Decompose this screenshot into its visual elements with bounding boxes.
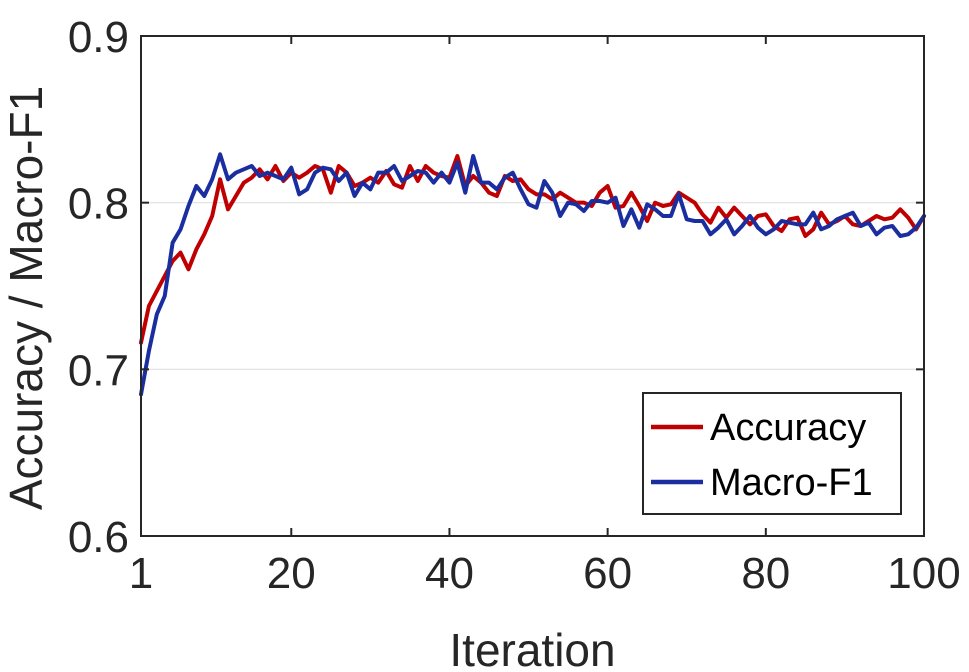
y-tick-labels: 0.6 0.7 0.8 0.9 [68, 13, 129, 562]
x-tick-label-5: 100 [887, 549, 960, 598]
legend-label-macro-f1: Macro-F1 [710, 462, 873, 504]
series-line-macro-f1 [139, 152, 926, 397]
y-tick-label-0: 0.6 [68, 513, 129, 562]
y-tick-label-1: 0.7 [68, 346, 129, 395]
x-axis-label: Iteration [449, 624, 615, 672]
series-layer [139, 152, 926, 397]
x-tick-label-4: 80 [741, 549, 790, 598]
y-tick-label-2: 0.8 [68, 180, 129, 229]
x-tick-label-0: 1 [129, 549, 153, 598]
legend-label-accuracy: Accuracy [710, 407, 866, 449]
y-axis-label: Accuracy / Macro-F1 [0, 86, 52, 510]
legend: Accuracy Macro-F1 [642, 392, 902, 515]
x-tick-labels: 1 20 40 60 80 100 [129, 549, 961, 598]
y-tick-label-3: 0.9 [68, 13, 129, 62]
series-line-accuracy [139, 154, 926, 345]
legend-box [642, 392, 902, 515]
x-tick-label-2: 40 [425, 549, 474, 598]
grid-lines [141, 202, 924, 370]
x-tick-label-1: 20 [267, 549, 316, 598]
plot-area-frame [140, 35, 925, 537]
x-tick-label-3: 60 [583, 549, 632, 598]
axis-ticks [140, 35, 925, 537]
